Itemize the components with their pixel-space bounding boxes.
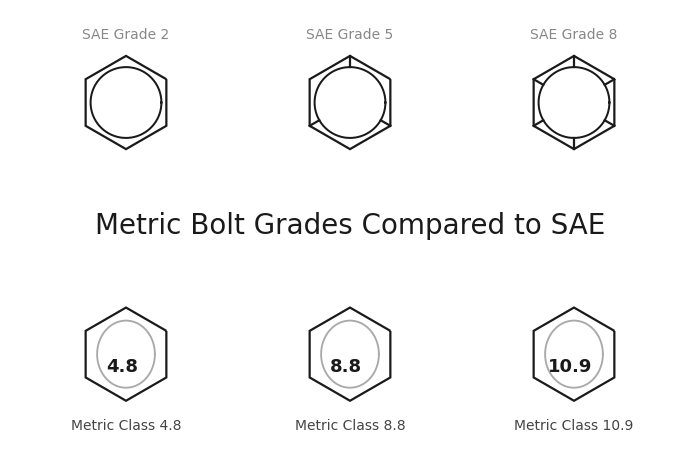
Text: 10.9: 10.9 — [548, 358, 592, 376]
Text: 4.8: 4.8 — [106, 358, 139, 376]
Text: 8.8: 8.8 — [330, 358, 363, 376]
Text: SAE Grade 2: SAE Grade 2 — [83, 28, 169, 42]
Text: SAE Grade 5: SAE Grade 5 — [307, 28, 393, 42]
Text: Metric Class 10.9: Metric Class 10.9 — [514, 419, 634, 433]
Text: Metric Bolt Grades Compared to SAE: Metric Bolt Grades Compared to SAE — [94, 212, 606, 240]
Text: SAE Grade 8: SAE Grade 8 — [531, 28, 617, 42]
Text: Metric Class 4.8: Metric Class 4.8 — [71, 419, 181, 433]
Text: Metric Class 8.8: Metric Class 8.8 — [295, 419, 405, 433]
